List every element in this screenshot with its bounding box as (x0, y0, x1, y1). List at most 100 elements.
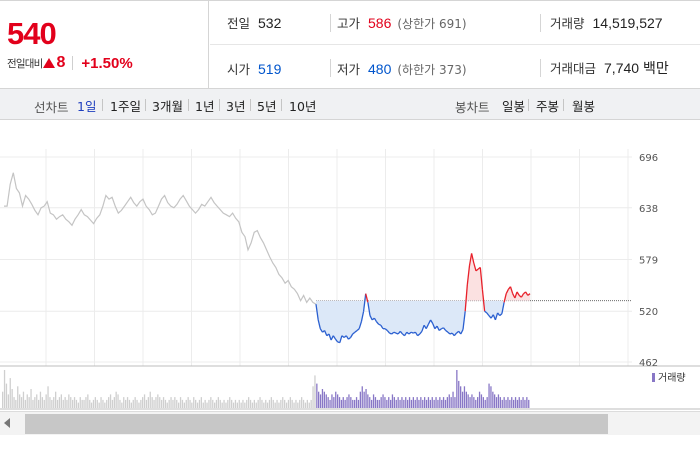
volume-bar (75, 399, 78, 408)
volume-bar (291, 399, 293, 408)
price-line-segment (324, 330, 328, 336)
volume-bar (376, 399, 378, 408)
volume-bar (45, 394, 47, 408)
volume-bar (90, 402, 93, 408)
volume-bar (272, 399, 274, 408)
high-price: 고가 586 (상한가 691) (337, 13, 467, 32)
volume-bar (113, 397, 115, 408)
volume-bar (34, 397, 36, 408)
volume-bar (471, 394, 473, 408)
volume-bar (388, 397, 390, 408)
candle-chart-label: 봉차트 (455, 100, 490, 115)
volume-bar (53, 397, 55, 408)
volume-bar (495, 397, 498, 408)
candle-tab-daily[interactable]: 일봉 (502, 99, 526, 114)
volume-bar (344, 399, 346, 408)
divider (219, 99, 220, 111)
candle-tab-weekly[interactable]: 주봉 (536, 99, 560, 114)
price-line-segment (358, 321, 363, 329)
volume-bar (308, 402, 310, 408)
scroll-thumb[interactable] (25, 414, 608, 434)
volume-bar (401, 397, 403, 408)
high-label: 고가 (337, 16, 361, 31)
volume-bar (444, 399, 447, 408)
change-row: 전일대비 8 +1.50% (7, 54, 133, 72)
volume-bar (395, 399, 397, 408)
price-line-segment (334, 338, 339, 343)
volume-bar (450, 397, 452, 408)
price-chart[interactable]: 696 638 579 520 462 거래량 (0, 121, 700, 411)
volume-bar (85, 397, 87, 408)
volume-bar (242, 399, 244, 408)
volume-bar (195, 399, 197, 408)
period-tab-1d[interactable]: 1일 (77, 99, 97, 114)
candle-tab-monthly[interactable]: 월봉 (572, 99, 596, 114)
volume-bar (98, 402, 100, 408)
period-tab-3m[interactable]: 3개월 (152, 99, 183, 114)
period-tab-1y[interactable]: 1년 (195, 99, 215, 114)
prev-close-value: 532 (258, 15, 282, 31)
volume-bar (469, 397, 471, 408)
chart-scrollbar[interactable] (0, 411, 700, 435)
volume-bar (238, 399, 240, 408)
price-line-segment (317, 319, 321, 329)
volume-bar (488, 383, 490, 408)
volume-bar (412, 397, 414, 408)
high-value: 586 (368, 15, 392, 31)
volume-bar (68, 394, 70, 408)
price-line-segment (527, 293, 531, 296)
volume-bar (155, 397, 157, 408)
volume-bar (454, 397, 456, 408)
period-toolbar: 선차트 1일 1주일 3개월 1년 3년 5년 10년 봉차트 일봉 주봉 월봉 (0, 88, 700, 120)
volume-bar (425, 399, 428, 408)
volume-bar (7, 394, 9, 408)
price-line-segment (376, 321, 380, 325)
scroll-left-arrow-icon[interactable] (4, 418, 10, 428)
volume-label: 거래량 (550, 16, 585, 31)
price-line-segment (380, 324, 384, 330)
period-tab-10y[interactable]: 10년 (289, 99, 317, 114)
volume-bar (257, 399, 259, 408)
volume-bar (501, 399, 503, 408)
y-tick-label: 638 (639, 204, 658, 215)
volume-bar (111, 399, 114, 408)
price-line-segment (525, 291, 529, 296)
price-line-segment (393, 331, 397, 334)
chart-lines (4, 172, 632, 344)
volume-bar (178, 402, 180, 408)
price-line-segment (319, 328, 324, 333)
volume-bar (475, 399, 477, 408)
volume-bar (378, 399, 380, 408)
volume-bar (159, 397, 161, 408)
volume-bar (77, 402, 79, 408)
price-line-segment (365, 293, 369, 303)
volume-bar (270, 397, 272, 408)
volume-bar (43, 399, 45, 408)
volume-bar (333, 397, 335, 408)
volume-bar (274, 402, 276, 408)
volume-bar (58, 397, 61, 408)
volume-bar (22, 391, 25, 408)
y-tick-label: 696 (639, 153, 658, 164)
current-price: 540 (7, 16, 57, 51)
volume-bar (214, 402, 216, 408)
price-line-segment (486, 312, 490, 316)
volume-bar (314, 375, 316, 408)
price-line-segment (345, 335, 349, 340)
volume-legend: 거래량 (658, 372, 686, 384)
volume-bar (427, 397, 430, 408)
volume-bar (266, 402, 269, 408)
price-line-segment (445, 329, 449, 333)
volume-bar (461, 391, 464, 408)
amount-value: 7,740 백만 (604, 60, 669, 76)
volume-bar (117, 394, 119, 408)
period-tab-3y[interactable]: 3년 (226, 99, 246, 114)
price-line-segment (356, 328, 360, 331)
volume-bar (121, 402, 123, 408)
y-axis-ticks: 696 638 579 520 462 (639, 153, 658, 369)
period-tab-1w[interactable]: 1주일 (110, 99, 141, 114)
price-line-segment (503, 293, 507, 303)
volume-bar (132, 399, 134, 408)
period-tab-5y[interactable]: 5년 (257, 99, 277, 114)
price-chart-svg: 696 638 579 520 462 거래량 (0, 149, 700, 410)
